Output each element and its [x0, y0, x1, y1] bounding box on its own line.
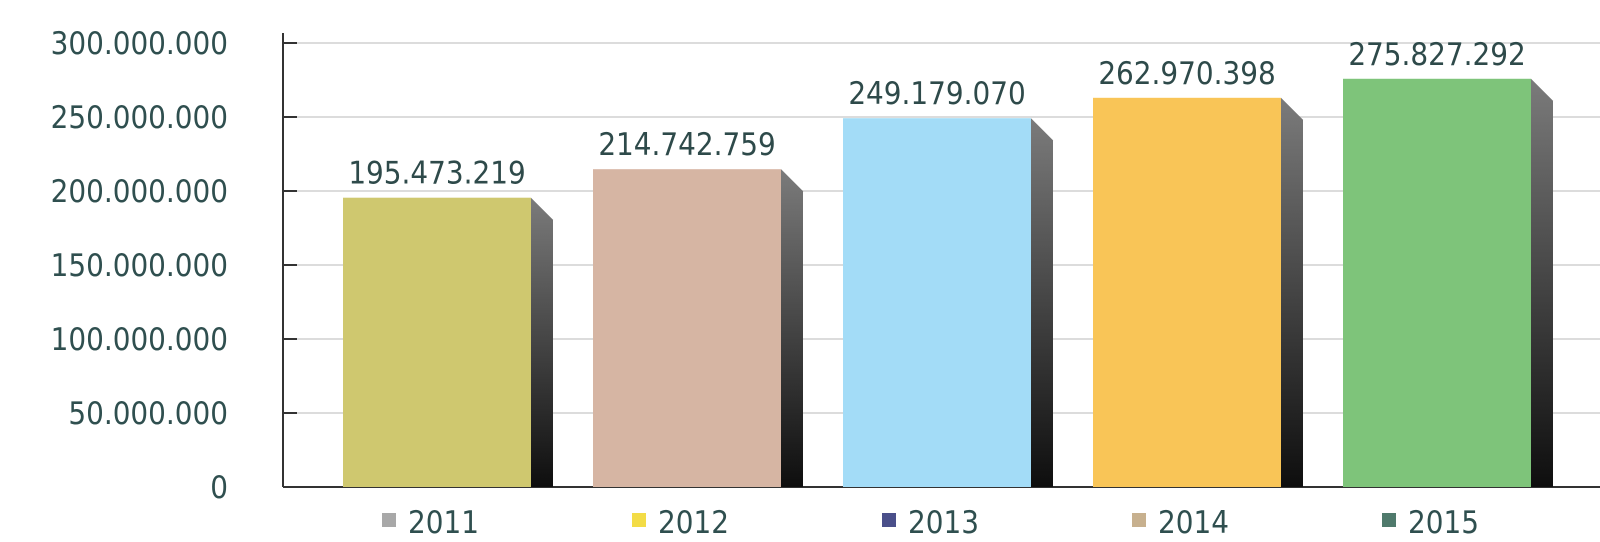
bar-side [1531, 78, 1553, 487]
y-tick-label: 50.000.000 [68, 396, 228, 432]
data-label: 195.473.219 [348, 156, 525, 192]
y-tick-label: 250.000.000 [51, 100, 228, 136]
data-labels: 195.473.219 214.742.759 249.179.070 262.970… [348, 37, 1525, 192]
y-tick-label: 150.000.000 [51, 248, 228, 284]
legend-label: 2015 [1408, 505, 1479, 541]
legend-label: 2012 [658, 505, 729, 541]
bar [843, 118, 1031, 488]
y-tick-label: 200.000.000 [51, 174, 228, 210]
legend-swatch [1132, 513, 1146, 527]
y-axis-tick-labels: 0 50.000.000 100.000.000 150.000.000 200.000… [51, 26, 228, 506]
legend-swatch [382, 513, 396, 527]
legend-label: 2011 [408, 505, 479, 541]
bar [343, 197, 531, 487]
legend-swatch [1382, 513, 1396, 527]
bar-side [1281, 97, 1303, 488]
legend-label: 2013 [908, 505, 979, 541]
bar [1343, 78, 1531, 487]
bars [343, 78, 1553, 488]
legend-label: 2014 [1158, 505, 1229, 541]
y-tick-label: 0 [210, 470, 228, 506]
legend-swatch [882, 513, 896, 527]
data-label: 262.970.398 [1098, 56, 1275, 92]
bar [593, 169, 781, 487]
bar-side [781, 169, 803, 487]
y-tick-label: 100.000.000 [51, 322, 228, 358]
legend: 2011 2012 2013 2014 2015 [382, 505, 1479, 541]
legend-swatch [632, 513, 646, 527]
bar [1093, 97, 1281, 488]
data-label: 275.827.292 [1348, 37, 1525, 73]
y-tick-label: 300.000.000 [51, 26, 228, 62]
bar-side [1031, 118, 1053, 488]
bar-side [531, 197, 553, 487]
data-label: 214.742.759 [598, 127, 775, 163]
data-label: 249.179.070 [848, 76, 1025, 112]
